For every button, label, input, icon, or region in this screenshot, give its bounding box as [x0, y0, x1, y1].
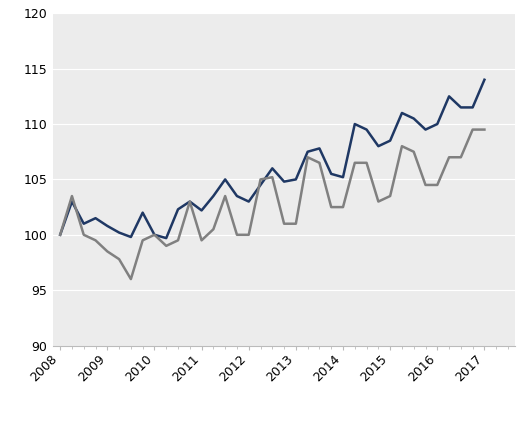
Övriga Sverige	[446, 155, 452, 160]
Stockholmsregionen	[269, 166, 276, 171]
Övriga Sverige	[140, 238, 146, 243]
Stockholmsregionen	[258, 183, 264, 188]
Stockholmsregionen	[151, 232, 158, 237]
Övriga Sverige	[186, 199, 193, 204]
Övriga Sverige	[234, 232, 240, 237]
Stockholmsregionen	[69, 199, 75, 204]
Övriga Sverige	[199, 238, 205, 243]
Stockholmsregionen	[316, 146, 323, 151]
Stockholmsregionen	[234, 194, 240, 199]
Stockholmsregionen	[469, 105, 476, 110]
Stockholmsregionen	[222, 177, 228, 182]
Övriga Sverige	[104, 249, 110, 254]
Stockholmsregionen	[57, 232, 63, 237]
Övriga Sverige	[422, 183, 429, 188]
Övriga Sverige	[116, 256, 122, 262]
Övriga Sverige	[387, 194, 393, 199]
Stockholmsregionen	[328, 171, 335, 177]
Stockholmsregionen	[116, 230, 122, 235]
Övriga Sverige	[222, 194, 228, 199]
Stockholmsregionen	[446, 94, 452, 99]
Stockholmsregionen	[481, 77, 487, 82]
Stockholmsregionen	[399, 110, 405, 116]
Line: Övriga Sverige: Övriga Sverige	[60, 130, 484, 279]
Övriga Sverige	[151, 232, 158, 237]
Övriga Sverige	[210, 227, 217, 232]
Övriga Sverige	[410, 149, 417, 155]
Övriga Sverige	[363, 160, 370, 166]
Stockholmsregionen	[410, 116, 417, 121]
Övriga Sverige	[281, 221, 287, 226]
Övriga Sverige	[175, 238, 181, 243]
Stockholmsregionen	[304, 149, 311, 155]
Övriga Sverige	[293, 221, 299, 226]
Stockholmsregionen	[175, 207, 181, 212]
Stockholmsregionen	[422, 127, 429, 132]
Stockholmsregionen	[104, 223, 110, 229]
Stockholmsregionen	[186, 199, 193, 204]
Övriga Sverige	[92, 238, 99, 243]
Övriga Sverige	[340, 204, 346, 210]
Övriga Sverige	[269, 175, 276, 180]
Stockholmsregionen	[281, 179, 287, 184]
Stockholmsregionen	[245, 199, 252, 204]
Övriga Sverige	[57, 232, 63, 237]
Övriga Sverige	[434, 183, 441, 188]
Stockholmsregionen	[363, 127, 370, 132]
Stockholmsregionen	[199, 208, 205, 213]
Övriga Sverige	[352, 160, 358, 166]
Övriga Sverige	[458, 155, 464, 160]
Stockholmsregionen	[458, 105, 464, 110]
Övriga Sverige	[245, 232, 252, 237]
Stockholmsregionen	[375, 144, 382, 149]
Stockholmsregionen	[127, 234, 134, 240]
Övriga Sverige	[69, 194, 75, 199]
Stockholmsregionen	[352, 121, 358, 127]
Övriga Sverige	[258, 177, 264, 182]
Stockholmsregionen	[293, 177, 299, 182]
Övriga Sverige	[399, 144, 405, 149]
Stockholmsregionen	[340, 175, 346, 180]
Övriga Sverige	[304, 155, 311, 160]
Stockholmsregionen	[387, 138, 393, 144]
Stockholmsregionen	[140, 210, 146, 215]
Övriga Sverige	[481, 127, 487, 132]
Stockholmsregionen	[434, 121, 441, 127]
Övriga Sverige	[316, 160, 323, 166]
Stockholmsregionen	[210, 194, 217, 199]
Övriga Sverige	[81, 232, 87, 237]
Line: Stockholmsregionen: Stockholmsregionen	[60, 80, 484, 238]
Stockholmsregionen	[81, 221, 87, 226]
Övriga Sverige	[163, 243, 169, 249]
Övriga Sverige	[469, 127, 476, 132]
Stockholmsregionen	[92, 216, 99, 221]
Övriga Sverige	[375, 199, 382, 204]
Stockholmsregionen	[163, 235, 169, 241]
Övriga Sverige	[127, 276, 134, 282]
Övriga Sverige	[328, 204, 335, 210]
